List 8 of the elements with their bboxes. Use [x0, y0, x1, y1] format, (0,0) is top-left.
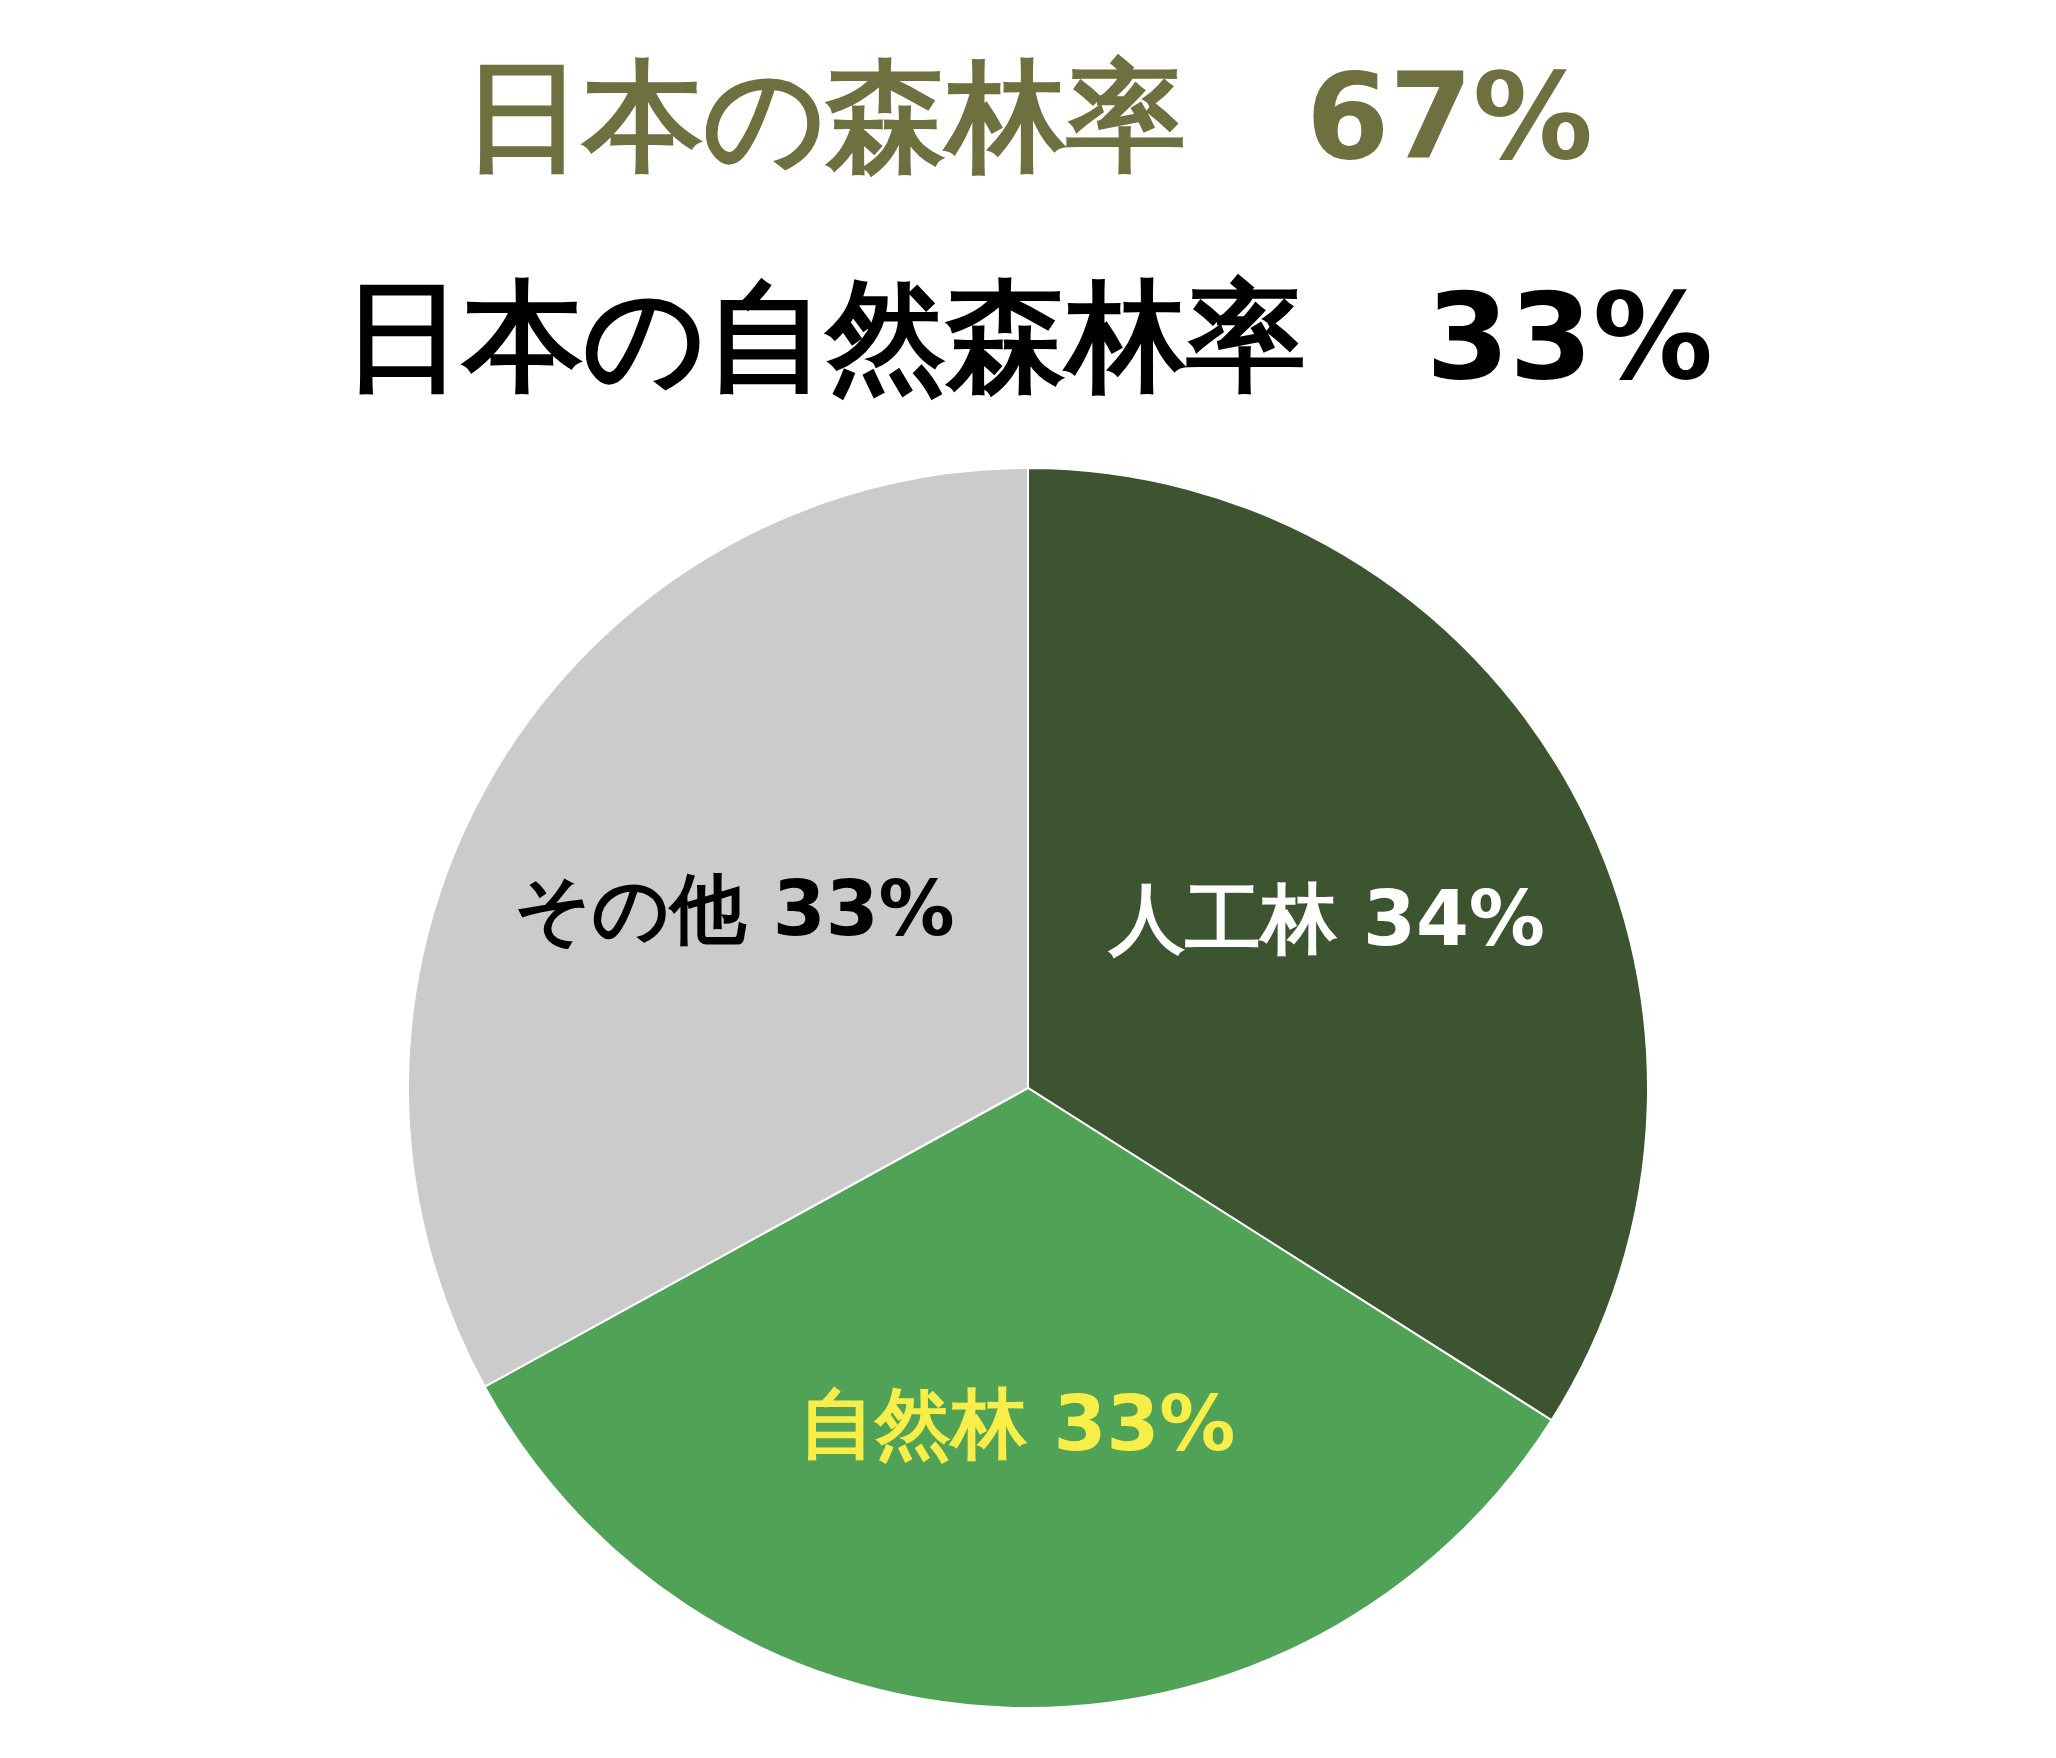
chart-subtitle: 日本の自然森林率 33%	[342, 267, 1714, 406]
slice-label: その他	[514, 864, 747, 954]
slice-label: 自然林	[799, 1378, 1028, 1468]
data-label: 33%	[1053, 1378, 1236, 1468]
data-label: 34%	[1363, 873, 1546, 963]
data-label: 33%	[772, 864, 955, 954]
chart-title: 日本の森林率 67%	[462, 47, 1594, 186]
slice-label: 人工林	[1108, 873, 1337, 963]
